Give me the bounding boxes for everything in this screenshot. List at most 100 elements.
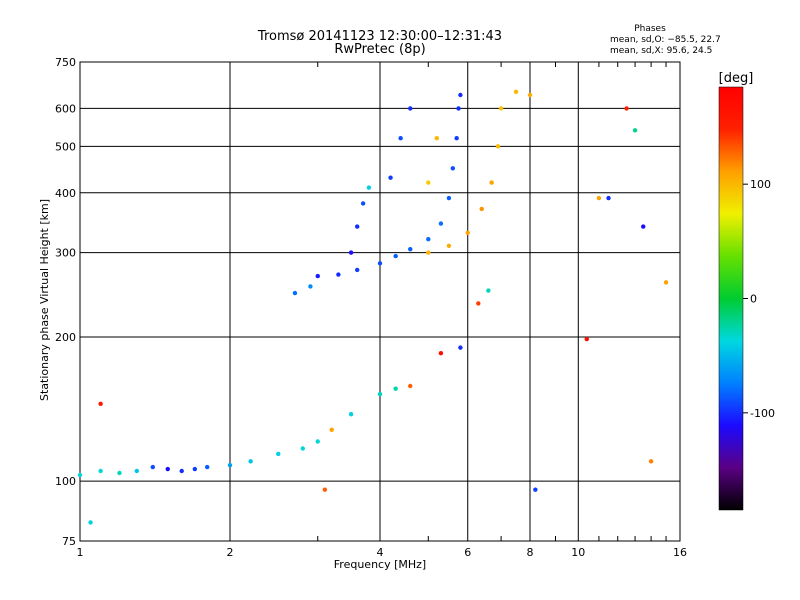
data-point [533, 487, 538, 492]
data-point [438, 221, 444, 226]
data-point [348, 411, 354, 417]
chart-subtitle: RwPretec (8p) [334, 42, 425, 57]
x-tick-label: 6 [464, 546, 471, 559]
data-point [476, 301, 481, 306]
data-point [315, 273, 320, 279]
stats-o-line: mean, sd,O: −85.5, 22.7 [610, 35, 721, 45]
data-point [204, 464, 210, 470]
grid-layer [80, 62, 680, 541]
data-point [393, 386, 398, 391]
data-point [446, 195, 452, 201]
data-point [329, 427, 334, 433]
colorbar-tick-label: -100 [750, 407, 775, 420]
data-point [465, 230, 470, 235]
data-point [434, 135, 439, 141]
y-tick-label: 100 [55, 475, 76, 488]
data-point [308, 284, 313, 289]
data-point [336, 272, 341, 277]
data-point [300, 446, 306, 451]
data-point [77, 472, 83, 478]
data-point [426, 180, 431, 185]
data-point [377, 391, 383, 397]
data-point [648, 459, 654, 464]
data-point [88, 520, 93, 525]
y-tick-label: 500 [55, 140, 76, 153]
data-point [606, 195, 611, 201]
x-tick-label: 1 [77, 546, 84, 559]
data-point [165, 466, 170, 472]
colorbar [718, 86, 744, 511]
data-point [513, 89, 519, 94]
y-tick-label: 200 [55, 331, 76, 344]
data-point [408, 106, 413, 111]
data-point [498, 106, 504, 111]
data-point [388, 175, 393, 180]
colorbar-tick-label: 0 [750, 293, 757, 306]
x-tick-label: 2 [227, 546, 234, 559]
data-point [360, 201, 366, 206]
colorbar-label: [deg] [719, 71, 754, 86]
stats-x-line: mean, sd,X: 95.6, 24.5 [610, 46, 712, 56]
data-point [450, 166, 456, 171]
data-point [276, 451, 281, 457]
data-point [584, 336, 589, 342]
data-point [596, 195, 602, 201]
data-point [458, 345, 463, 350]
x-axis-label: Frequency [MHz] [334, 558, 426, 571]
data-point [408, 246, 413, 252]
data-point [192, 466, 198, 472]
x-tick-label: 4 [377, 546, 384, 559]
data-point [486, 288, 491, 293]
x-tick-label: 10 [571, 546, 585, 559]
data-point [632, 128, 638, 133]
data-point [489, 180, 494, 185]
data-point [98, 401, 103, 407]
tick-layer: 1 2 4 6 8 10 16 75 100 200 300 400 500 600 750 [55, 56, 687, 559]
data-point [366, 185, 372, 190]
data-point [315, 439, 320, 444]
y-tick-label: 600 [55, 102, 76, 115]
data-point [408, 383, 413, 389]
data-point [292, 290, 298, 296]
colorbar-tick-label: 100 [750, 178, 771, 191]
data-point [454, 135, 459, 141]
y-tick-label: 75 [62, 535, 76, 548]
y-tick-label: 400 [55, 187, 76, 200]
data-point [663, 280, 669, 285]
data-point [227, 462, 233, 468]
data-point [426, 236, 431, 242]
data-point [354, 224, 360, 229]
data-point [377, 261, 383, 266]
data-point [641, 224, 646, 229]
data-point [150, 464, 156, 470]
data-point [479, 206, 484, 212]
y-tick-label: 750 [55, 56, 76, 69]
data-point [393, 253, 398, 259]
data-point [456, 106, 461, 111]
colorbar-ticks: 100 0 -100 [743, 178, 775, 420]
x-tick-label: 16 [673, 546, 687, 559]
chart-title: Tromsø 20141123 12:30:00–12:31:43 [257, 29, 502, 44]
data-point [446, 243, 452, 248]
x-tick-label: 8 [527, 546, 534, 559]
data-point [134, 468, 139, 474]
data-point [398, 135, 403, 141]
data-point [495, 144, 501, 149]
data-point [458, 92, 463, 98]
data-point [117, 470, 122, 476]
data-point [98, 468, 103, 474]
y-axis-label: Stationary phase Virtual Height [km] [38, 199, 51, 401]
data-point [348, 250, 354, 255]
data-point [527, 92, 533, 98]
data-point [248, 459, 253, 464]
data-point [426, 250, 431, 255]
stats-header: Phases [634, 24, 666, 34]
data-point [322, 487, 328, 492]
data-point [354, 267, 360, 273]
y-tick-label: 300 [55, 247, 76, 260]
data-point [438, 350, 444, 356]
data-points [77, 89, 669, 525]
data-point [179, 468, 184, 474]
data-point [624, 106, 629, 111]
